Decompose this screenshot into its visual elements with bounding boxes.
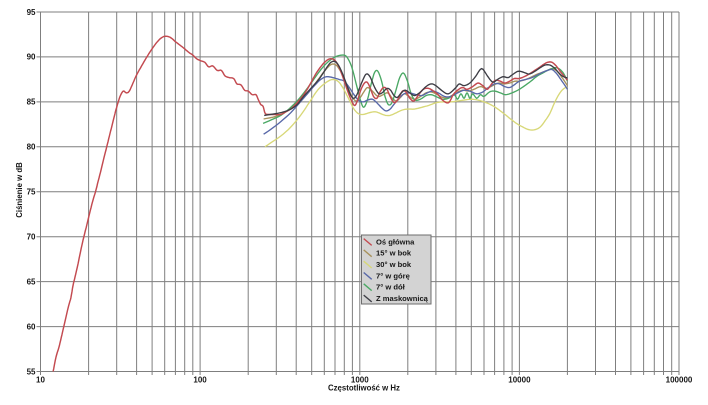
svg-text:85: 85 <box>27 98 36 107</box>
svg-text:70: 70 <box>27 233 36 242</box>
svg-text:90: 90 <box>27 53 36 62</box>
svg-text:80: 80 <box>27 143 36 152</box>
svg-text:7° w dół: 7° w dół <box>376 283 406 292</box>
svg-text:55: 55 <box>27 367 36 376</box>
svg-text:Z maskownicą: Z maskownicą <box>376 294 429 303</box>
svg-text:Częstotliwość w Hz: Częstotliwość w Hz <box>328 384 400 393</box>
svg-text:15° w bok: 15° w bok <box>376 249 412 258</box>
svg-text:10: 10 <box>36 376 45 385</box>
svg-text:100000: 100000 <box>666 376 693 385</box>
svg-text:Oś główna: Oś główna <box>376 237 415 246</box>
svg-text:7° w górę: 7° w górę <box>376 271 410 280</box>
svg-text:Ciśnienie w dB: Ciśnienie w dB <box>15 162 24 218</box>
svg-text:100: 100 <box>193 376 207 385</box>
svg-text:10000: 10000 <box>508 376 531 385</box>
svg-text:75: 75 <box>27 188 36 197</box>
svg-text:95: 95 <box>27 8 36 17</box>
svg-text:65: 65 <box>27 277 36 286</box>
svg-text:1000: 1000 <box>351 376 369 385</box>
svg-text:60: 60 <box>27 322 36 331</box>
svg-text:30° w bok: 30° w bok <box>376 260 412 269</box>
